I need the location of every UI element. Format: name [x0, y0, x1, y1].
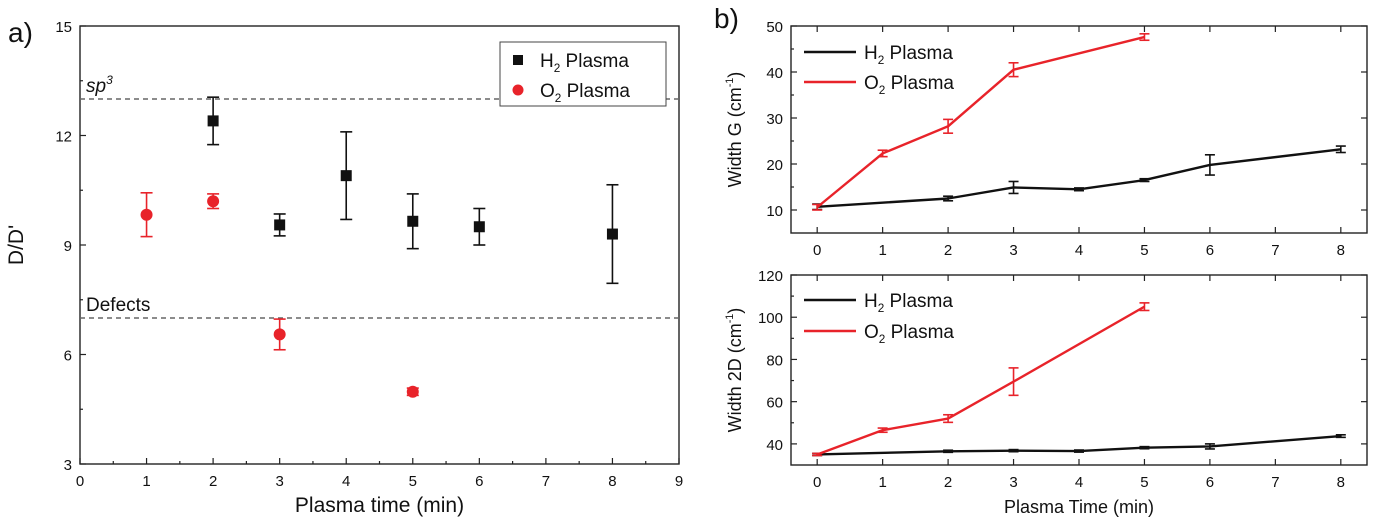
x-tick-label: 7 [1271, 242, 1279, 259]
panel-label-b: b) [714, 3, 739, 34]
series-h2 [207, 96, 619, 285]
x-tick-label: 4 [342, 473, 350, 490]
y-tick-label: 30 [766, 111, 783, 128]
panel-label-a: a) [8, 17, 33, 48]
y-tick-label: 15 [55, 19, 72, 36]
series-o2 [140, 192, 419, 398]
y-tick-label: 3 [64, 457, 72, 474]
x-tick-label: 6 [1206, 242, 1214, 259]
x-tick-label: 0 [76, 473, 84, 490]
x-tick-label: 6 [1206, 474, 1214, 491]
x-tick-label: 2 [209, 473, 217, 490]
x-tick-label: 3 [275, 473, 283, 490]
data-point [340, 170, 352, 182]
legend-label: O2 Plasma [540, 81, 630, 105]
data-point [140, 208, 153, 221]
x-tick-label: 3 [1009, 474, 1017, 491]
legend-label: H2 Plasma [864, 291, 953, 315]
x-tick-label: 8 [608, 473, 616, 490]
x-tick-label: 8 [1337, 474, 1345, 491]
legend-marker [512, 84, 524, 96]
data-point [207, 195, 220, 208]
chart-b-top-plot: 0 1 2 3 4 5 6 7 8 10 20 30 40 50 Width G (cm-1) H2 Plas… [724, 19, 1368, 259]
x-axis-label: Plasma Time (min) [1004, 497, 1154, 517]
x-tick-label: 7 [1271, 474, 1279, 491]
y-tick-label: 100 [758, 310, 783, 327]
data-point [606, 228, 618, 240]
x-tick-label: 2 [944, 474, 952, 491]
x-tick-label: 3 [1009, 242, 1017, 259]
data-point [273, 328, 286, 341]
series-h2 [812, 145, 1346, 211]
legend-label: O2 Plasma [864, 322, 954, 346]
y-axis-label: D/D' [5, 225, 28, 265]
y-tick-label: 120 [758, 268, 783, 285]
x-tick-label: 9 [675, 473, 683, 490]
y-tick-label: 80 [766, 352, 783, 369]
x-tick-label: 0 [813, 242, 821, 259]
x-tick-label: 7 [542, 473, 550, 490]
x-tick-label: 5 [1140, 242, 1148, 259]
x-tick-label: 2 [944, 242, 952, 259]
y-axis-label: Width 2D (cm-1) [724, 308, 745, 433]
x-tick-label: 0 [813, 474, 821, 491]
legend-box [499, 41, 667, 107]
x-tick-label: 1 [878, 474, 886, 491]
x-tick-label: 5 [409, 473, 417, 490]
data-point [274, 219, 286, 231]
y-tick-label: 6 [64, 348, 72, 365]
x-tick-label: 4 [1075, 242, 1083, 259]
legend-label: H2 Plasma [864, 43, 953, 67]
data-point [407, 215, 419, 227]
legend-label: H2 Plasma [540, 51, 629, 75]
x-tick-label: 8 [1337, 242, 1345, 259]
x-tick-label: 6 [475, 473, 483, 490]
y-tick-label: 50 [766, 19, 783, 36]
series-line [817, 148, 1341, 208]
y-tick-label: 40 [766, 65, 783, 82]
x-tick-label: 4 [1075, 474, 1083, 491]
data-point [473, 221, 485, 233]
x-tick-label: 1 [878, 242, 886, 259]
data-point [406, 385, 419, 398]
series-h2 [812, 434, 1346, 457]
y-tick-label: 10 [766, 203, 783, 220]
data-point [207, 115, 219, 127]
x-tick-label: 5 [1140, 474, 1148, 491]
y-axis-label: Width G (cm-1) [724, 72, 745, 188]
y-tick-label: 40 [766, 437, 783, 454]
chart-b-bottom-plot: 0 1 2 3 4 5 6 7 8 40 60 80 100 120 Plasma Time (min) Wi… [724, 268, 1368, 517]
y-tick-label: 9 [64, 238, 72, 255]
defects-line-label: Defects [86, 295, 150, 316]
x-tick-label: 1 [142, 473, 150, 490]
series-o2 [812, 33, 1150, 211]
legend-marker [513, 55, 523, 65]
y-tick-label: 60 [766, 395, 783, 412]
x-axis-label: Plasma time (min) [295, 494, 464, 517]
y-tick-label: 12 [55, 129, 72, 146]
series-o2 [812, 302, 1150, 457]
legend-label: O2 Plasma [864, 73, 954, 97]
y-tick-label: 20 [766, 157, 783, 174]
sp3-line-label: sp3 [86, 73, 113, 97]
